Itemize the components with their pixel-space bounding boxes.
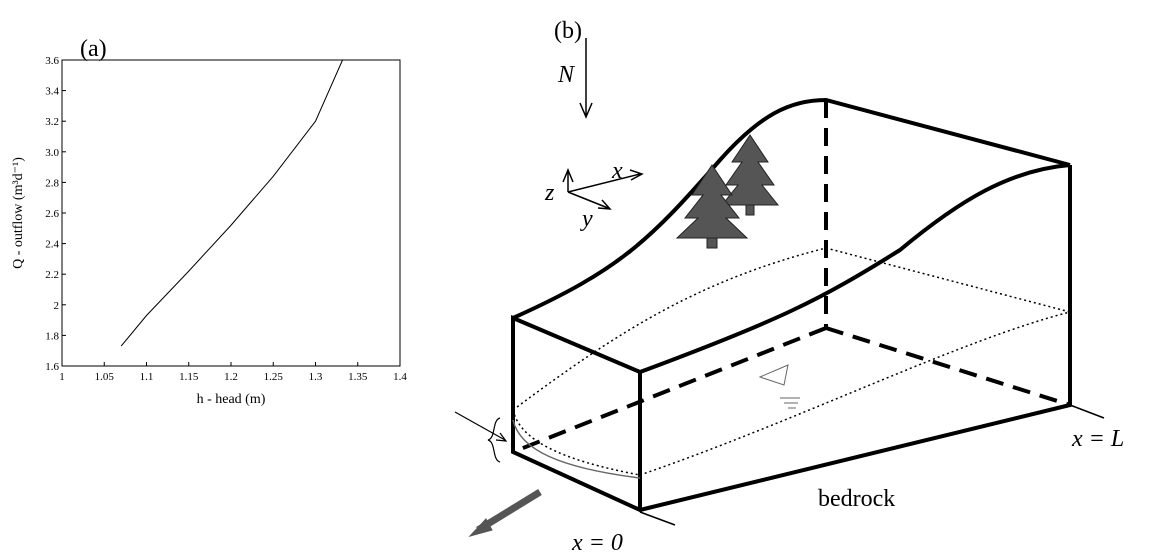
y-tick-label: 2.4	[45, 239, 59, 251]
data-line	[121, 60, 342, 346]
x-tick-label: 1.3	[309, 371, 323, 383]
start-label: x = 0	[571, 530, 623, 554]
x-tick-label: 1.35	[348, 371, 368, 383]
y-tick-label: 2.2	[45, 269, 59, 281]
recharge-label: N	[557, 62, 576, 88]
x-axis-label: h - head (m)	[197, 392, 266, 407]
panel-label: (b)	[554, 18, 582, 44]
y-tick-label: 2	[54, 300, 60, 312]
figure: (a) h - head (m) Q - outflow (m³d⁻¹) (b)…	[0, 0, 1155, 554]
bedrock-label: bedrock	[818, 486, 895, 512]
x-tick-label: 1	[59, 371, 65, 383]
x-tick-label: 1.15	[179, 371, 199, 383]
y-tick-label: 1.6	[45, 361, 59, 373]
y-tick-label: 3.6	[45, 55, 59, 67]
x-tick-label: 1.05	[95, 371, 115, 383]
axis-x: x	[611, 158, 623, 184]
y-tick-label: 3.2	[45, 116, 59, 128]
x-tick-label: 1.4	[393, 371, 407, 383]
y-tick-label: 2.8	[45, 177, 59, 189]
y-axis-label: Q - outflow (m³d⁻¹)	[11, 157, 26, 269]
y-tick-label: 2.6	[45, 208, 59, 220]
axis-y: y	[580, 206, 593, 232]
axis-z: z	[544, 180, 555, 206]
plot-frame	[62, 60, 400, 366]
x-tick-label: 1.1	[140, 371, 154, 383]
x-tick-label: 1.2	[224, 371, 238, 383]
x-tick-label: 1.25	[264, 371, 284, 383]
y-tick-label: 3.0	[45, 147, 59, 159]
end-label: x = L	[1071, 426, 1124, 452]
y-tick-label: 3.4	[45, 86, 59, 98]
y-tick-label: 1.8	[45, 330, 59, 342]
diagram	[455, 38, 1104, 536]
panel-label: (a)	[80, 36, 107, 62]
